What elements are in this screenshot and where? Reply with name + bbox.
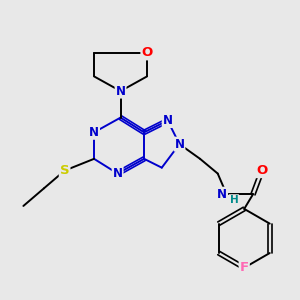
Text: N: N <box>217 188 227 201</box>
Text: N: N <box>174 138 184 151</box>
Text: N: N <box>163 114 173 127</box>
Text: S: S <box>60 164 69 177</box>
Text: F: F <box>240 261 249 274</box>
Text: O: O <box>256 164 268 177</box>
Text: O: O <box>141 46 153 59</box>
Text: N: N <box>116 85 126 98</box>
Text: N: N <box>112 167 123 180</box>
Text: H: H <box>230 195 238 205</box>
Text: N: N <box>89 126 99 139</box>
